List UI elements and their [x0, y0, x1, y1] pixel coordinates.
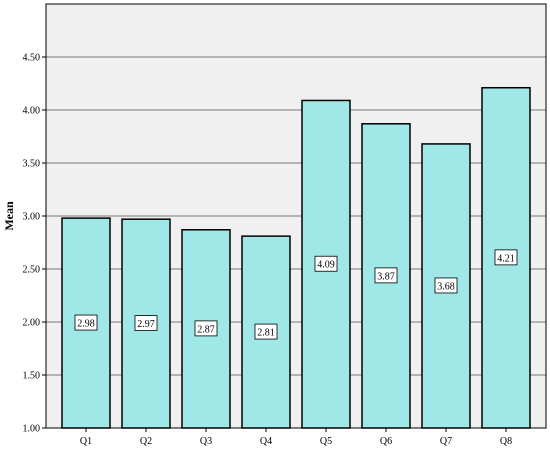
data-label-box	[134, 315, 158, 331]
y-axis: 1.00 1.50 2.00 2.50 3.00 3.50 4.00 4.50	[23, 53, 46, 435]
x-tick-label: Q7	[440, 436, 452, 447]
data-label-box	[494, 249, 518, 266]
data-label-text: 2.87	[197, 324, 215, 335]
data-label-text: 2.98	[77, 319, 95, 330]
data-label-text: 3.87	[377, 271, 395, 282]
y-tick-label: 2.00	[23, 318, 41, 329]
y-tick-label: 2.50	[23, 265, 41, 276]
y-tick-label: 1.00	[23, 424, 41, 435]
y-tick-label: 4.50	[23, 53, 41, 64]
x-tick-label: Q8	[500, 436, 512, 447]
y-tick-label: 1.50	[23, 371, 41, 382]
data-label-box	[374, 267, 398, 284]
x-axis: Q1 Q2 Q3 Q4 Q5 Q6 Q7 Q8	[80, 428, 512, 447]
bars: 2.98 2.97 2.87 2.81 4.09 3.87 3.68 4.21	[61, 86, 531, 429]
x-tick-label: Q6	[380, 436, 392, 447]
data-label-text: 2.97	[137, 319, 155, 330]
data-label-box	[194, 320, 218, 337]
data-label-box	[434, 277, 458, 294]
data-label-text: 3.68	[437, 281, 455, 292]
x-tick-label: Q5	[320, 436, 332, 447]
data-label: 2.97	[134, 315, 158, 331]
data-label-text: 4.21	[497, 253, 515, 264]
x-tick-label: Q4	[260, 436, 272, 447]
data-label: 4.09	[314, 255, 338, 272]
x-tick-label: Q3	[200, 436, 212, 447]
data-label: 2.87	[194, 320, 218, 337]
data-label-box	[254, 323, 278, 340]
data-label-box	[314, 255, 338, 272]
x-tick-label: Q2	[140, 436, 152, 447]
data-label: 3.68	[434, 277, 458, 294]
y-tick-label: 3.00	[23, 212, 41, 223]
data-label: 2.98	[74, 314, 98, 331]
data-label-box	[74, 314, 98, 331]
y-tick-label: 3.50	[23, 159, 41, 170]
data-label-text: 2.81	[257, 328, 275, 339]
data-label: 4.21	[494, 249, 518, 266]
data-label-text: 4.09	[317, 260, 335, 271]
y-tick-label: 4.00	[23, 106, 41, 117]
data-label: 2.81	[254, 323, 278, 340]
x-tick-label: Q1	[80, 436, 92, 447]
y-axis-title: Mean	[2, 201, 16, 231]
data-label: 3.87	[374, 267, 398, 284]
